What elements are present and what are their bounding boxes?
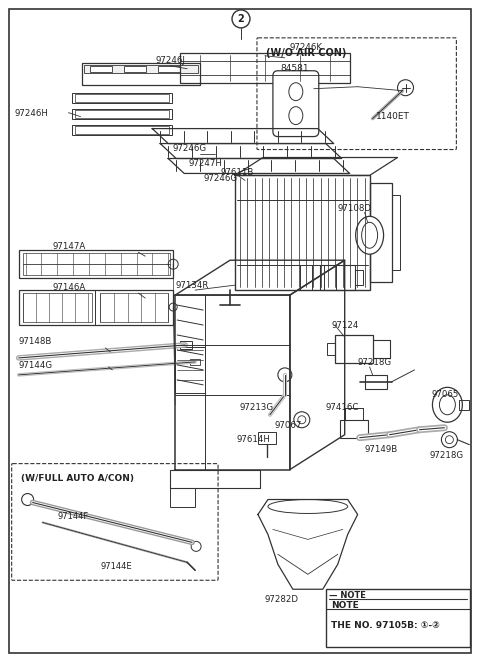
Bar bbox=[175, 347, 205, 393]
Circle shape bbox=[278, 368, 292, 382]
Bar bbox=[170, 487, 195, 508]
FancyBboxPatch shape bbox=[273, 71, 319, 136]
Text: THE NO. 97105B: ①-②: THE NO. 97105B: ①-② bbox=[331, 621, 440, 630]
Text: 97611B: 97611B bbox=[220, 168, 253, 177]
Text: 97144F: 97144F bbox=[58, 512, 89, 521]
Bar bbox=[84, 65, 198, 73]
Text: 97416C: 97416C bbox=[326, 403, 359, 412]
Text: 97246J: 97246J bbox=[155, 56, 185, 66]
Text: 84581: 84581 bbox=[280, 64, 309, 73]
Text: 97147A: 97147A bbox=[52, 242, 86, 251]
Circle shape bbox=[442, 432, 457, 448]
Bar bbox=[326, 589, 470, 647]
Text: 97282D: 97282D bbox=[265, 594, 299, 604]
Ellipse shape bbox=[432, 387, 462, 422]
Text: 97246K: 97246K bbox=[290, 43, 323, 52]
Text: 2: 2 bbox=[238, 14, 244, 24]
Text: 97149B: 97149B bbox=[365, 445, 398, 454]
Bar bbox=[180, 341, 192, 349]
Bar bbox=[258, 432, 276, 444]
Text: 97067: 97067 bbox=[275, 421, 302, 430]
Bar bbox=[392, 195, 399, 270]
Bar bbox=[124, 66, 146, 71]
Text: 97213G: 97213G bbox=[240, 403, 274, 412]
Text: 1140ET: 1140ET bbox=[376, 112, 409, 121]
Bar bbox=[72, 109, 172, 118]
Bar bbox=[75, 126, 169, 134]
Text: 97144E: 97144E bbox=[100, 562, 132, 571]
Bar bbox=[235, 175, 370, 290]
Bar bbox=[459, 400, 469, 410]
Bar bbox=[340, 420, 368, 438]
Bar bbox=[190, 359, 200, 365]
Text: 97246H: 97246H bbox=[15, 109, 48, 118]
Text: 97108D: 97108D bbox=[338, 204, 372, 213]
Circle shape bbox=[294, 412, 310, 428]
Bar bbox=[320, 265, 355, 290]
Bar bbox=[170, 469, 260, 487]
Bar bbox=[19, 290, 173, 325]
Text: 97246G: 97246G bbox=[172, 144, 206, 153]
Text: 97148B: 97148B bbox=[19, 338, 52, 346]
Text: 97144G: 97144G bbox=[19, 361, 53, 371]
Bar bbox=[335, 335, 372, 363]
Bar bbox=[355, 270, 363, 285]
Bar bbox=[365, 375, 386, 389]
Text: 97247H: 97247H bbox=[188, 159, 222, 168]
Bar bbox=[370, 183, 392, 282]
Text: 97218G: 97218G bbox=[358, 358, 392, 367]
Circle shape bbox=[191, 542, 201, 551]
Text: NOTE: NOTE bbox=[331, 601, 359, 610]
Bar bbox=[75, 94, 169, 102]
Bar bbox=[90, 66, 112, 71]
Bar bbox=[158, 66, 180, 71]
Text: 97065: 97065 bbox=[432, 391, 459, 399]
Text: 97134R: 97134R bbox=[175, 281, 209, 290]
Text: 97124: 97124 bbox=[332, 320, 359, 330]
Text: — NOTE: — NOTE bbox=[329, 591, 366, 600]
Bar bbox=[72, 124, 172, 134]
Text: (W/FULL AUTO A/CON): (W/FULL AUTO A/CON) bbox=[21, 474, 133, 483]
Text: (W/O AIR CON): (W/O AIR CON) bbox=[266, 48, 346, 58]
Text: 97246G: 97246G bbox=[203, 174, 237, 183]
Bar bbox=[19, 250, 173, 278]
Bar bbox=[83, 63, 200, 85]
Bar bbox=[23, 293, 93, 322]
Bar bbox=[75, 110, 169, 118]
Circle shape bbox=[397, 79, 413, 96]
Text: 97218G: 97218G bbox=[430, 451, 464, 460]
Ellipse shape bbox=[356, 216, 384, 254]
Bar bbox=[100, 293, 168, 322]
Text: 97146A: 97146A bbox=[52, 283, 86, 292]
Circle shape bbox=[22, 494, 34, 506]
Bar bbox=[23, 254, 170, 275]
Text: 97614H: 97614H bbox=[236, 435, 270, 444]
Bar bbox=[327, 343, 335, 355]
Bar bbox=[72, 93, 172, 103]
Bar bbox=[180, 53, 350, 83]
